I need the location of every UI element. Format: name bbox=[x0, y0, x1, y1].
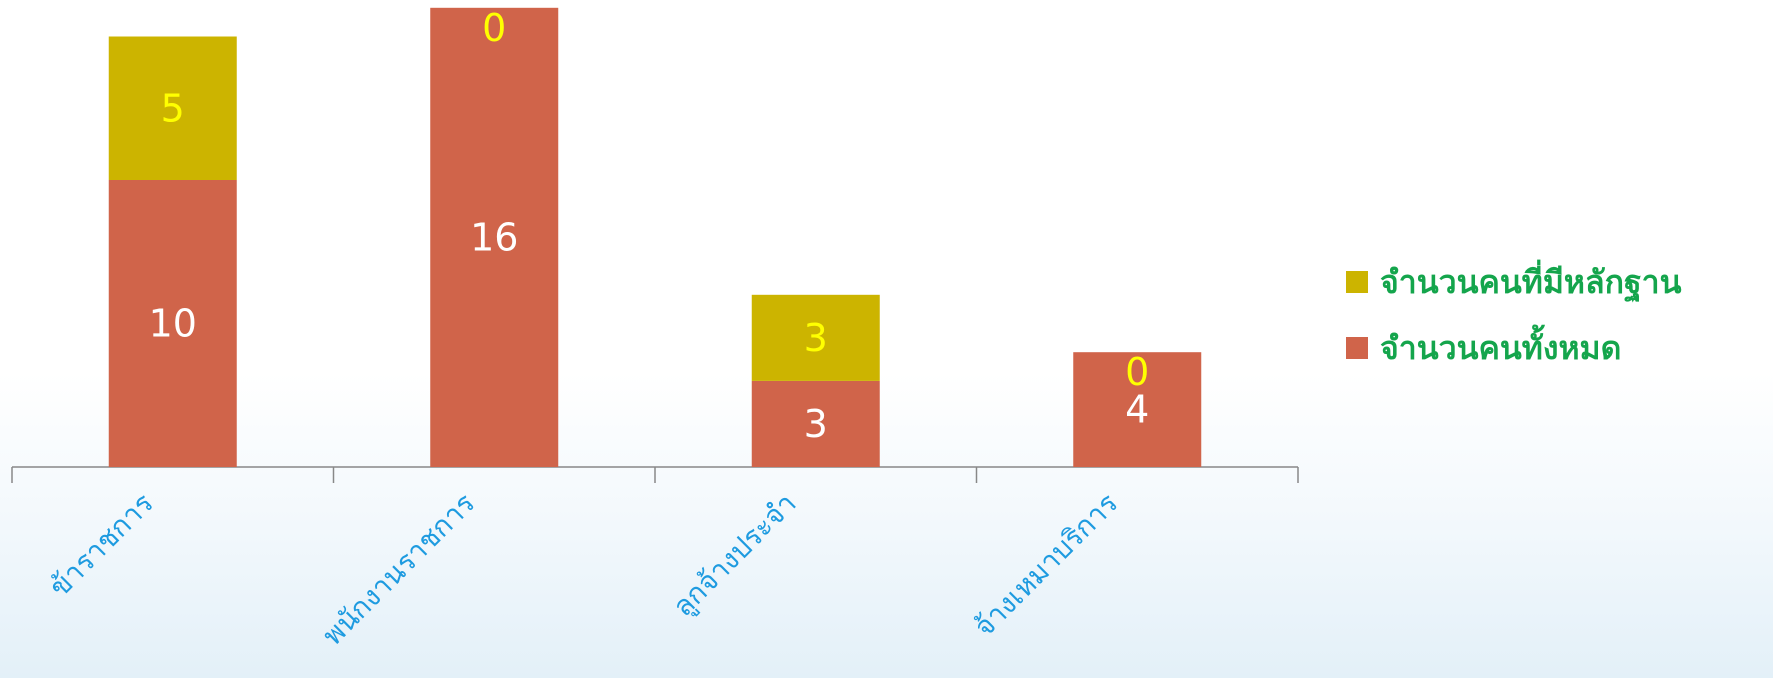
legend-swatch bbox=[1346, 271, 1368, 293]
legend-label: จำนวนคนที่มีหลักฐาน bbox=[1380, 259, 1682, 303]
x-tick-label: ข้าราชการ bbox=[43, 487, 160, 604]
x-tick-label: ลูกจ้างประจำ bbox=[666, 487, 803, 624]
data-label: 0 bbox=[482, 6, 506, 50]
x-tick-label: จ้างเหมาบริการ bbox=[968, 487, 1125, 644]
bar-segment-total bbox=[751, 380, 880, 467]
legend-swatch bbox=[1346, 337, 1368, 359]
bar-segment-total bbox=[1073, 352, 1202, 467]
data-label: 16 bbox=[470, 215, 518, 259]
x-tick-label: พนักงานราชการ bbox=[316, 487, 481, 652]
data-label: 3 bbox=[804, 316, 828, 360]
data-label: 4 bbox=[1125, 388, 1149, 432]
data-label: 10 bbox=[149, 302, 197, 346]
bar-segment-total bbox=[430, 7, 559, 468]
legend-label: จำนวนคนทั้งหมด bbox=[1380, 324, 1621, 367]
bar-segment-total bbox=[108, 180, 237, 467]
data-label: 3 bbox=[804, 402, 828, 446]
data-label: 0 bbox=[1125, 350, 1149, 394]
bar-segment-evidence bbox=[751, 294, 880, 381]
bar-segment-evidence bbox=[108, 36, 237, 180]
data-label: 5 bbox=[161, 86, 185, 130]
